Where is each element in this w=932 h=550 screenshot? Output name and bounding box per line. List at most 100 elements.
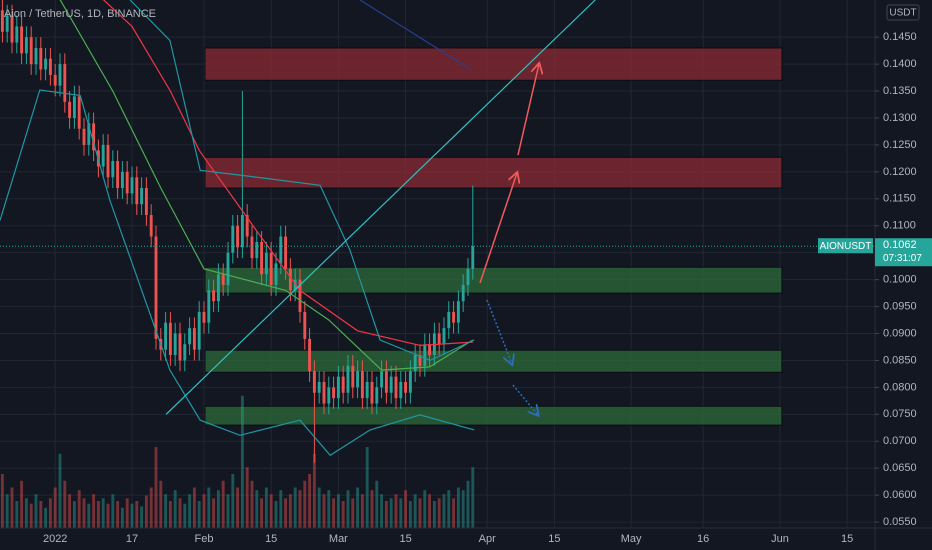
candle-body	[140, 188, 144, 205]
volume-bar	[236, 487, 240, 528]
volume-bar	[452, 498, 456, 528]
candle-body	[130, 177, 134, 194]
y-tick-label: 0.1400	[883, 58, 917, 70]
volume-bar	[140, 506, 144, 528]
y-tick-label: 0.1200	[883, 166, 917, 178]
candle-body	[298, 279, 302, 312]
volume-bar	[173, 490, 177, 528]
x-tick-label: Apr	[479, 533, 496, 545]
volume-bar	[370, 490, 374, 528]
candle-body	[447, 311, 451, 329]
volume-bar	[471, 467, 475, 528]
candle-body	[101, 144, 105, 167]
volume-bar	[116, 501, 120, 528]
candle-body	[168, 322, 172, 356]
candle-body	[360, 371, 364, 399]
candle-body	[293, 279, 297, 291]
candle-body	[34, 47, 38, 65]
volume-bar	[188, 494, 192, 528]
volume-bar	[10, 487, 14, 528]
x-tick-label: 17	[126, 533, 138, 545]
currency-box[interactable]	[886, 4, 920, 21]
candle-body	[303, 311, 307, 339]
arrow	[512, 384, 538, 415]
volume-bar	[389, 498, 393, 528]
candle-body	[284, 236, 288, 269]
candle-body	[456, 301, 460, 323]
candle-body	[149, 214, 153, 237]
y-tick-label: 0.1300	[883, 112, 917, 124]
y-tick-label: 0.0900	[883, 327, 917, 339]
volume-bar	[44, 507, 48, 528]
volume-bar	[39, 501, 43, 528]
y-tick-label: 0.0650	[883, 462, 917, 474]
volume-bar	[341, 501, 345, 528]
y-tick-label: 0.1450	[883, 31, 917, 43]
volume-bar	[111, 494, 115, 528]
candle-body	[279, 236, 283, 264]
candle-body	[164, 322, 168, 350]
volume-bar	[332, 498, 336, 528]
volume-bar	[0, 474, 4, 528]
candle-body	[245, 214, 249, 237]
volume-bar	[216, 490, 220, 528]
y-tick-label: 0.0550	[883, 516, 917, 528]
volume-bar	[269, 494, 273, 528]
volume-bar	[226, 494, 230, 528]
volume-bar	[351, 498, 355, 528]
volume-bar	[135, 501, 139, 528]
volume-bar	[197, 501, 201, 528]
x-tick-label: Mar	[329, 533, 348, 545]
volume-bar	[149, 487, 153, 528]
chart-title: Aion / TetherUS, 1D, BINANCE	[4, 8, 156, 20]
candle-body	[183, 344, 187, 361]
volume-bar	[159, 480, 163, 528]
volume-bar	[48, 498, 52, 528]
x-tick-label: 15	[265, 533, 277, 545]
candle-body	[226, 252, 230, 286]
candle-body	[332, 387, 336, 399]
candle-body	[116, 161, 120, 189]
candle-body	[24, 37, 28, 54]
candle-body	[77, 96, 81, 129]
currency[interactable]: USDT	[889, 8, 916, 19]
candle-body	[197, 311, 201, 350]
candle-body	[221, 274, 225, 286]
volume-bar	[442, 494, 446, 528]
price-label: 0.1062	[883, 239, 917, 251]
candle-body	[173, 333, 177, 356]
volume-bar	[303, 480, 307, 528]
y-tick-label: 0.0600	[883, 489, 917, 501]
arrows	[479, 64, 539, 415]
volume-bar	[394, 494, 398, 528]
candle-body	[178, 333, 182, 361]
candle-body	[264, 252, 268, 275]
candle-body	[399, 381, 403, 399]
volume-bar	[58, 453, 62, 528]
y-tick-label: 0.1100	[883, 220, 916, 232]
candle-body	[336, 376, 340, 399]
candle-body	[423, 344, 427, 366]
volume-bar	[447, 490, 451, 528]
candle-body	[413, 355, 417, 372]
volume-bar	[288, 494, 292, 528]
candle-body	[356, 371, 360, 388]
candle-body	[53, 74, 57, 86]
candle-body	[312, 371, 316, 393]
volume-bar	[183, 503, 187, 528]
candle-body	[72, 96, 76, 118]
candle-body	[274, 263, 278, 286]
candle-body	[68, 101, 72, 118]
candle-body	[346, 365, 350, 393]
volume-bar	[192, 487, 196, 528]
indicator-line	[102, 0, 473, 347]
candle-body	[380, 371, 384, 388]
candle-body	[188, 328, 192, 345]
volume-bar	[264, 487, 268, 528]
volume-bar	[92, 494, 96, 528]
candle-body	[375, 387, 379, 404]
candle-body	[15, 26, 19, 43]
arrow	[486, 299, 512, 364]
candle-body	[351, 365, 355, 388]
candle-body	[231, 225, 235, 253]
